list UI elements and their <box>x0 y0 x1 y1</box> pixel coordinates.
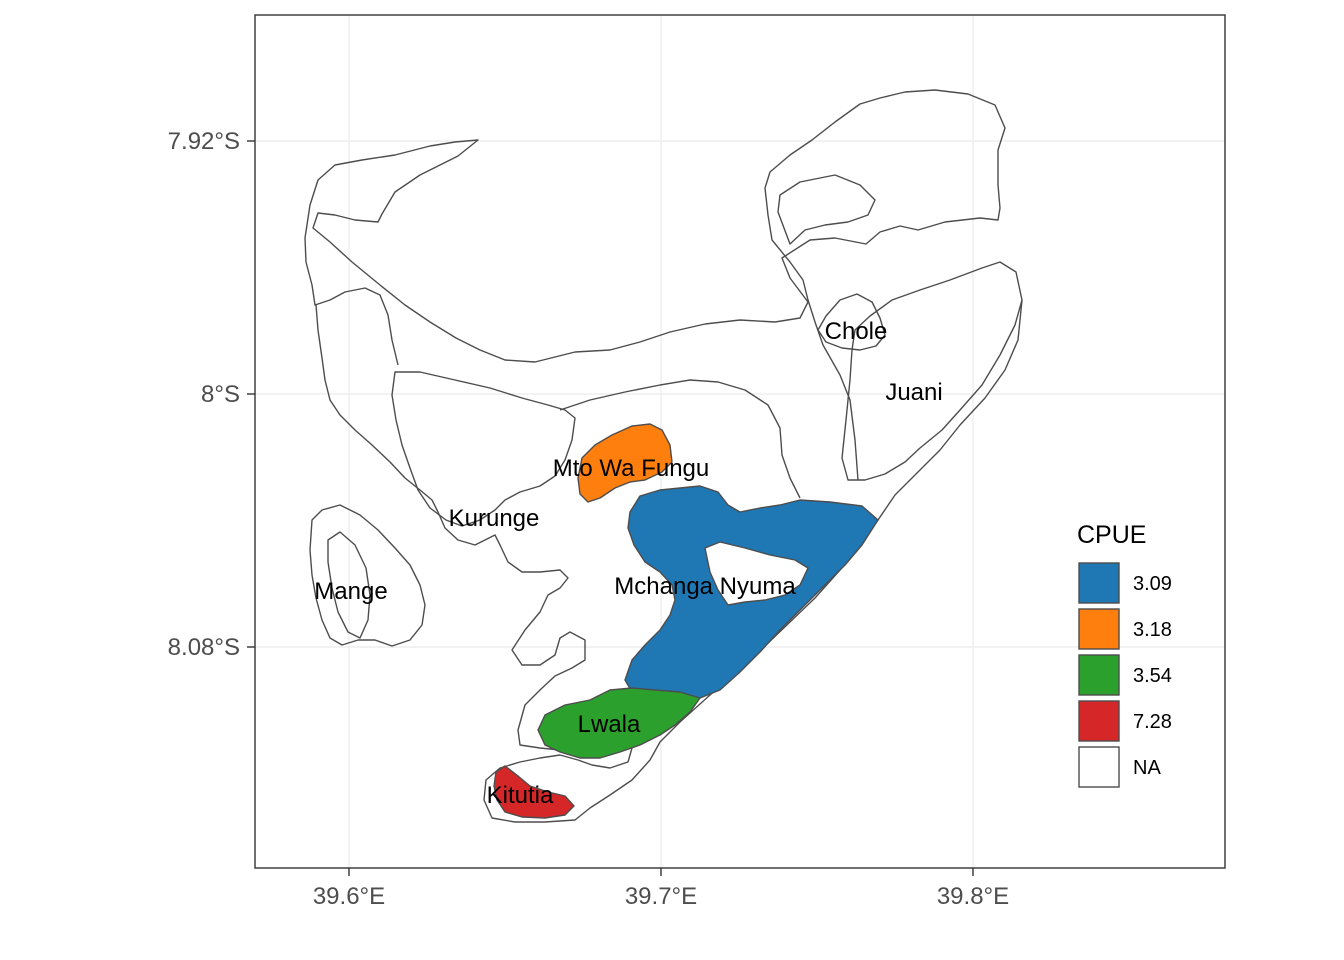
outline-chole <box>817 293 886 351</box>
y-tick-label: 8°S <box>201 381 240 408</box>
region-label-mto-wa-fungu: Mto Wa Fungu <box>553 455 710 482</box>
outline-west-shoal <box>304 237 399 366</box>
outline-mange-inner <box>327 531 371 639</box>
region-lwala <box>537 687 701 759</box>
outline-kurunge <box>391 371 576 527</box>
region-label-kurunge: Kurunge <box>449 505 540 532</box>
legend-label: NA <box>1133 757 1161 779</box>
region-mchanga-nyuma <box>624 485 879 701</box>
x-tick-label: 39.8°E <box>937 883 1009 910</box>
legend: CPUE 3.09 3.18 3.54 7.28 NA <box>1077 521 1172 788</box>
legend-label: 3.18 <box>1133 619 1172 641</box>
legend-key <box>1078 654 1120 696</box>
axis-ticks <box>247 140 974 876</box>
region-label-chole: Chole <box>825 318 888 345</box>
region-label-mchanga-nyuma: Mchanga Nyuma <box>614 573 796 600</box>
outline-inner-island <box>777 174 876 245</box>
region-label-mange: Mange <box>314 578 387 605</box>
legend-key <box>1078 700 1120 742</box>
y-tick-label: 7.92°S <box>168 128 240 155</box>
outline-mange <box>309 504 426 647</box>
x-tick-label: 39.6°E <box>313 883 385 910</box>
x-axis-labels: 39.6°E 39.7°E 39.8°E <box>313 883 1009 910</box>
legend-label: 3.09 <box>1133 573 1172 595</box>
region-labels: Chole Juani Mto Wa Fungu Kurunge Mchanga… <box>314 318 942 809</box>
y-tick-label: 8.08°S <box>168 634 240 661</box>
outline-juani <box>841 261 1023 481</box>
legend-items: 3.09 3.18 3.54 7.28 NA <box>1078 562 1172 788</box>
region-label-lwala: Lwala <box>578 711 641 738</box>
legend-key <box>1078 746 1120 788</box>
region-label-kitutia: Kitutia <box>487 782 554 809</box>
region-label-juani: Juani <box>885 379 942 406</box>
x-tick-label: 39.7°E <box>625 883 697 910</box>
legend-key <box>1078 608 1120 650</box>
outline-north-arc <box>304 89 1006 481</box>
legend-label: 7.28 <box>1133 711 1172 733</box>
y-axis-labels: 7.92°S 8°S 8.08°S <box>168 128 240 661</box>
outline-mid-channel <box>559 379 801 499</box>
region-mto-wa-fungu <box>577 423 673 503</box>
legend-label: 3.54 <box>1133 665 1172 687</box>
region-kitutia <box>493 765 575 819</box>
panel-border <box>254 14 1226 869</box>
cpue-regions <box>493 423 879 819</box>
legend-title: CPUE <box>1077 521 1146 549</box>
legend-key <box>1078 562 1120 604</box>
